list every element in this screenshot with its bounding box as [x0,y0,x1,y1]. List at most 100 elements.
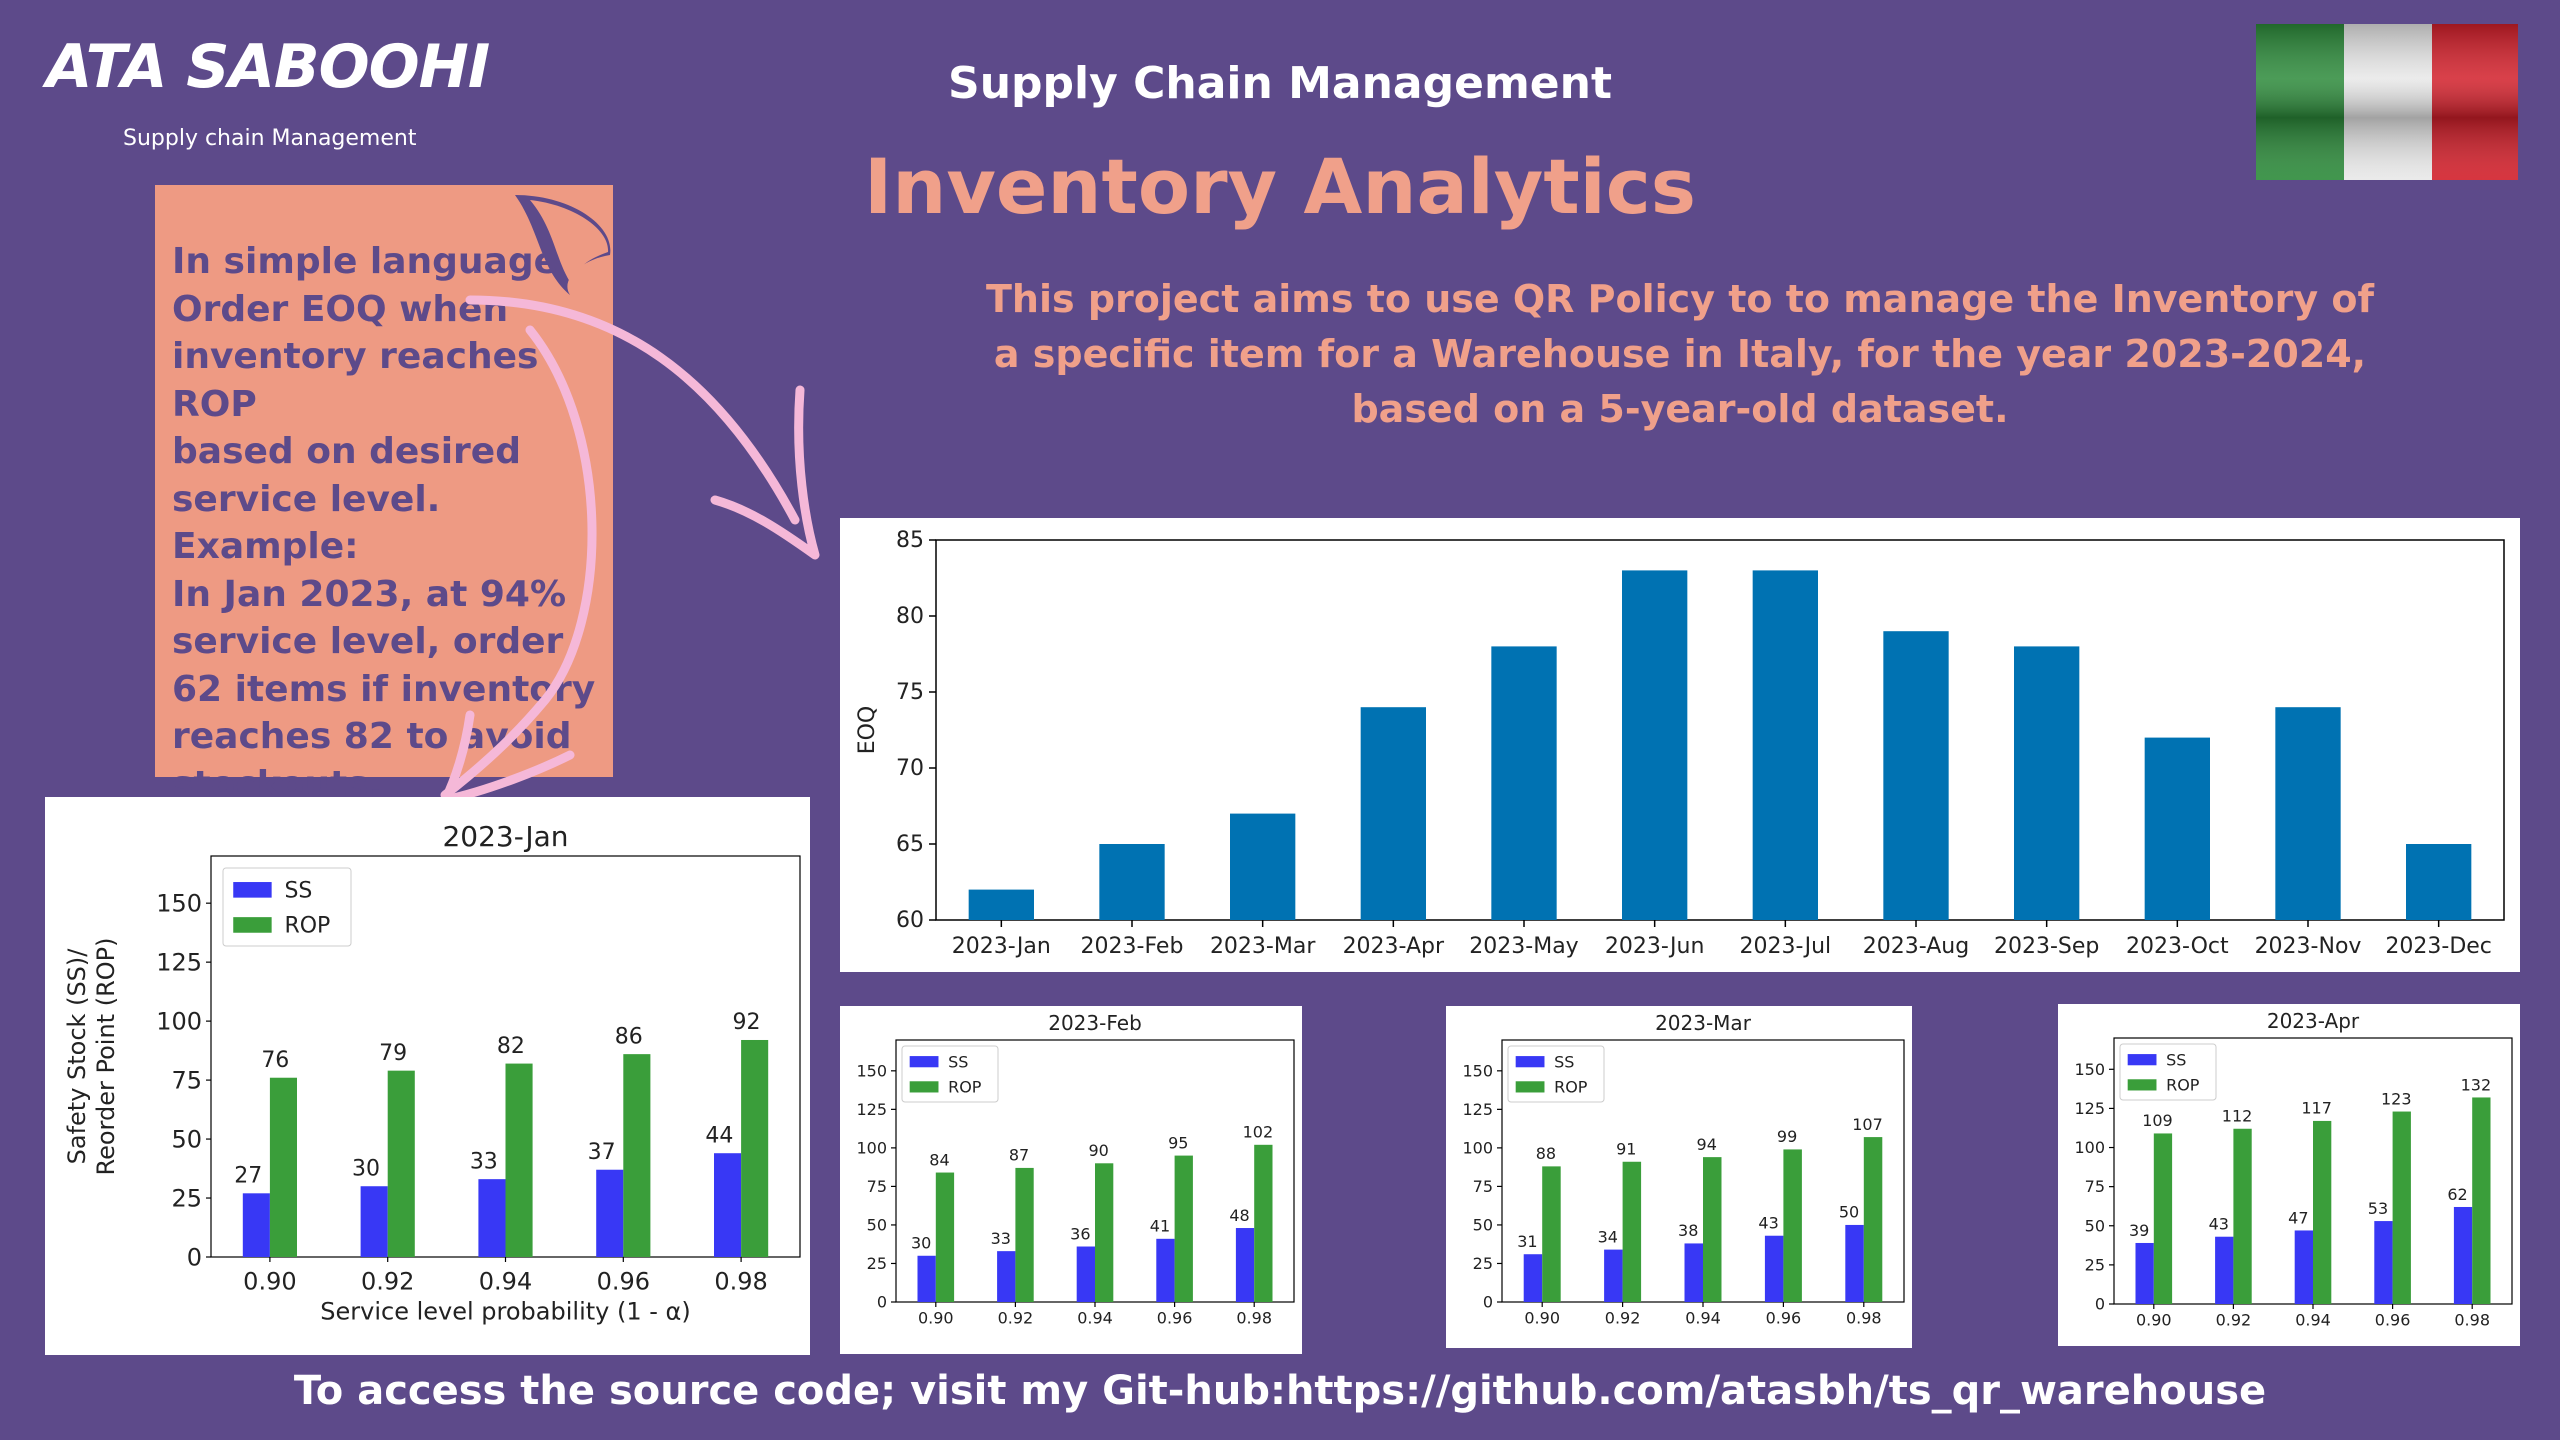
x-tick-label: 0.96 [2375,1311,2411,1330]
note-line: service level. Example: [172,478,441,568]
ss-bar [2215,1236,2234,1304]
y-tick-label: 50 [1473,1216,1493,1235]
rop-bar [2472,1097,2491,1304]
rop-data-label: 109 [2142,1111,2173,1130]
y-tick-label: 75 [867,1177,887,1196]
y-axis-label: Safety Stock (SS)/ [63,948,91,1165]
y-tick-label: 50 [867,1216,887,1235]
y-axis-label: EOQ [855,706,880,755]
x-tick-label: 2023-Jul [1739,934,1831,959]
rop-bar [2313,1120,2332,1304]
eoq-bar [1883,631,1949,920]
rop-bar [623,1054,651,1257]
ss-data-label: 48 [1229,1206,1249,1225]
x-tick-label: 0.90 [1524,1309,1560,1328]
x-tick-label: 0.92 [2216,1311,2252,1330]
note-fold-decoration [515,195,611,295]
ss-bar [2294,1230,2313,1304]
ss-bar [1235,1228,1255,1302]
x-tick-label: 2023-Apr [1343,934,1445,959]
rop-bar [1703,1157,1722,1302]
y-tick-label: 150 [856,1061,887,1080]
brand-logo: ATA SABOOHI Supply chain Management [40,18,500,168]
ss-bar [1764,1235,1784,1302]
chart-title: 2023-Mar [1655,1011,1752,1035]
legend-entry: ROP [2166,1075,2200,1094]
ss-bar [242,1193,270,1257]
x-tick-label: 0.96 [1766,1309,1802,1328]
ss-data-label: 50 [1839,1203,1859,1222]
ss-data-label: 43 [2209,1215,2229,1234]
legend-swatch [233,882,272,898]
eoq-bar [2275,707,2341,920]
ss-data-label: 27 [234,1164,262,1189]
ss-bar [1156,1238,1175,1302]
legend-swatch [233,917,272,933]
apr-chart: 2023-Apr 0 25 50 75 100 125 150 0.90 39 109 0.92 43 1… [2074,1009,2513,1330]
rop-data-label: 102 [1243,1123,1274,1142]
x-tick-label: 2023-Sep [1994,934,2099,959]
ss-data-label: 33 [991,1229,1011,1248]
description-line: This project aims to use QR Policy to to… [985,277,2375,321]
legend-entry: SS [284,879,312,904]
plot-frame [935,539,2505,921]
rop-bar [935,1172,955,1302]
eoq-chart-panel: 60 65 70 75 80 85 EOQ 2023-Jan 2023-Feb 2023-Mar 2… [840,518,2520,972]
rop-bar [1783,1149,1802,1302]
eoq-bar [2144,737,2210,920]
legend-entry: SS [2166,1050,2186,1069]
x-tick-label: 0.90 [243,1267,296,1295]
apr-chart-panel: 2023-Apr 0 25 50 75 100 125 150 0.90 39 109 0.92 43 1… [2058,1004,2520,1346]
rop-bar [269,1077,297,1257]
chart-title: 2023-Feb [1048,1011,1142,1035]
header-subtitle: Supply Chain Management [948,58,1612,109]
rop-bar [2233,1128,2252,1304]
legend-entry: SS [1554,1052,1574,1071]
ss-bar [1604,1249,1623,1302]
x-tick-label: 0.92 [998,1309,1034,1328]
jan-chart: 2023-Jan 0 25 50 75 100 125 150 Safety Stock (SS… [63,820,801,1325]
source-code-link[interactable]: To access the source code; visit my Git-… [293,1368,2267,1414]
x-tick-label: 0.98 [1846,1309,1882,1328]
rop-data-label: 107 [1852,1115,1883,1134]
italy-flag-icon [2256,24,2518,180]
rop-bar [1542,1166,1561,1302]
y-tick-label: 65 [896,832,924,857]
rop-data-label: 88 [1536,1144,1556,1163]
rop-bar [1254,1144,1273,1302]
ss-data-label: 36 [1070,1224,1090,1243]
chart-title: 2023-Apr [2267,1009,2360,1033]
rop-bar [387,1070,415,1257]
eoq-bar [2406,844,2472,920]
x-tick-label: 2023-Mar [1210,934,1316,959]
x-axis-label: Service level probability (1 - α) [320,1297,690,1325]
ss-bar [596,1169,624,1257]
y-tick-label: 80 [896,604,924,629]
rop-data-label: 123 [2381,1089,2412,1108]
eoq-bar [2014,646,2080,920]
eoq-bar [1491,646,1557,920]
legend-entry: ROP [284,914,330,939]
x-tick-label: 2023-Nov [2255,934,2362,959]
x-tick-label: 0.94 [1077,1309,1113,1328]
y-tick-label: 50 [2085,1216,2105,1235]
rop-data-label: 90 [1088,1141,1108,1160]
rop-bar [1095,1163,1114,1302]
ss-data-label: 37 [588,1140,616,1165]
rop-data-label: 117 [2301,1099,2332,1118]
x-tick-label: 2023-Dec [2385,934,2492,959]
y-tick-label: 85 [896,528,924,553]
y-tick-label: 100 [156,1008,202,1036]
ss-data-label: 44 [705,1123,733,1148]
y-tick-label: 150 [2074,1060,2105,1079]
legend-swatch [909,1081,939,1093]
y-tick-label: 25 [171,1184,202,1212]
rop-data-label: 94 [1697,1135,1717,1154]
eoq-bar [1752,570,1818,920]
rop-data-label: 132 [2461,1075,2492,1094]
feb-chart-panel: 2023-Feb 0 25 50 75 100 125 150 0.90 30 84 0.92 33 87… [840,1006,1302,1354]
y-tick-label: 70 [896,756,924,781]
y-tick-label: 0 [2095,1295,2105,1314]
rop-data-label: 95 [1168,1133,1188,1152]
rop-data-label: 91 [1616,1140,1636,1159]
